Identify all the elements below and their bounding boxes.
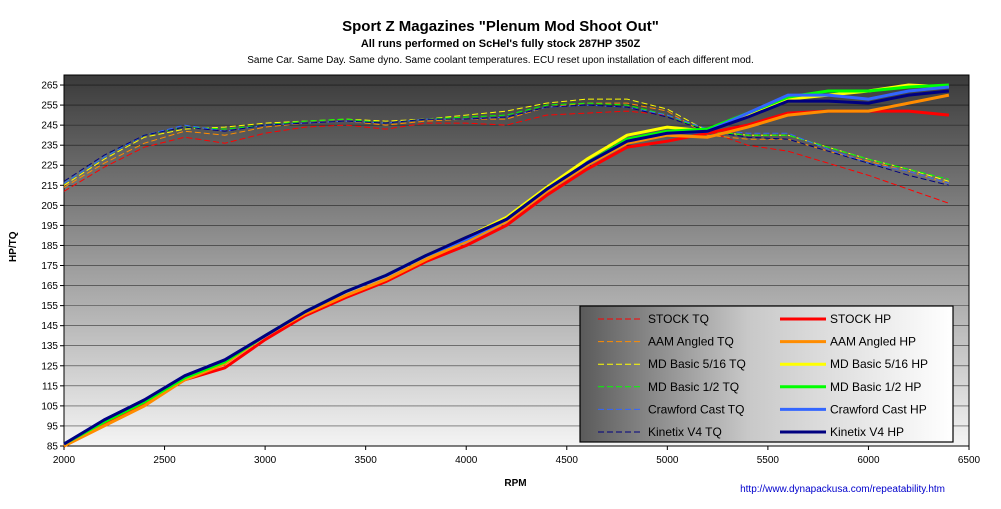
legend-label: Kinetix V4 TQ [648,425,722,439]
legend-label: MD Basic 1/2 HP [830,380,921,394]
y-tick-label: 155 [41,301,58,312]
legend-label: STOCK HP [830,312,891,326]
y-tick-label: 125 [41,361,58,372]
y-tick-label: 185 [41,241,58,252]
y-tick-label: 145 [41,321,58,332]
y-tick-label: 205 [41,201,58,212]
y-tick-label: 235 [41,141,58,152]
series-lines [63,83,950,448]
x-tick-label: 3000 [254,455,277,466]
y-tick-label: 195 [41,221,58,232]
legend-label: Crawford Cast HP [830,402,927,416]
x-tick-label: 3500 [355,455,378,466]
x-tick-label: 2500 [153,455,176,466]
y-tick-label: 115 [42,381,58,392]
x-tick-label: 2000 [53,455,76,466]
x-axis-label: RPM [504,478,527,489]
x-tick-label: 4500 [556,455,579,466]
legend-label: Crawford Cast TQ [648,402,744,416]
series-line-aam-angled-hp [63,93,950,448]
x-tick-label: 5500 [757,455,780,466]
legend-label: AAM Angled TQ [648,335,734,349]
chart-note: Same Car. Same Day. Same dyno. Same cool… [247,55,754,66]
y-tick-label: 105 [41,401,58,412]
x-tick-label: 6500 [958,455,981,466]
y-tick-label: 255 [41,101,58,112]
legend-label: Kinetix V4 HP [830,425,904,439]
y-axis-ticks: 85 95 105 115 125 135 145 155 165 175 185 195 205 215… [41,81,64,453]
x-tick-label: 5000 [656,455,679,466]
chart-subtitle: All runs performed on ScHel's fully stoc… [360,38,641,50]
legend-label: MD Basic 5/16 TQ [648,357,746,371]
y-tick-label: 225 [41,161,58,172]
legend-label: STOCK TQ [648,312,709,326]
legend-label: MD Basic 5/16 HP [830,357,928,371]
series-line-kinetix-v4-hp [63,89,950,446]
y-tick-label: 135 [41,341,58,352]
x-axis-ticks: 2000 2500 3000 3500 4000 4500 5000 5500 6000 6500 [53,446,981,466]
legend: STOCK TQ AAM Angled TQ MD Basic 5/16 TQ MD … [579,305,954,443]
chart-title: Sport Z Magazines "Plenum Mod Shoot Out" [342,18,659,35]
y-tick-label: 245 [41,121,58,132]
source-link[interactable]: http://www.dynapackusa.com/repeatability… [740,484,945,495]
y-tick-label: 215 [41,181,58,192]
legend-label: AAM Angled HP [830,335,916,349]
series-line-md-basic-1-2-tq [63,102,950,184]
series-line-kinetix-v4-tq [63,104,950,186]
y-tick-label: 165 [41,281,58,292]
y-tick-label: 265 [41,81,58,92]
legend-label: MD Basic 1/2 TQ [648,380,739,394]
y-axis-label: HP/TQ [8,231,19,262]
y-tick-label: 85 [47,442,59,453]
series-line-crawford-cast-tq [63,104,950,184]
x-tick-label: 4000 [455,455,478,466]
y-tick-label: 95 [47,421,59,432]
x-tick-label: 6000 [857,455,880,466]
y-tick-label: 175 [41,261,58,272]
legend-box [579,305,954,443]
series-line-stock-tq [63,110,950,204]
